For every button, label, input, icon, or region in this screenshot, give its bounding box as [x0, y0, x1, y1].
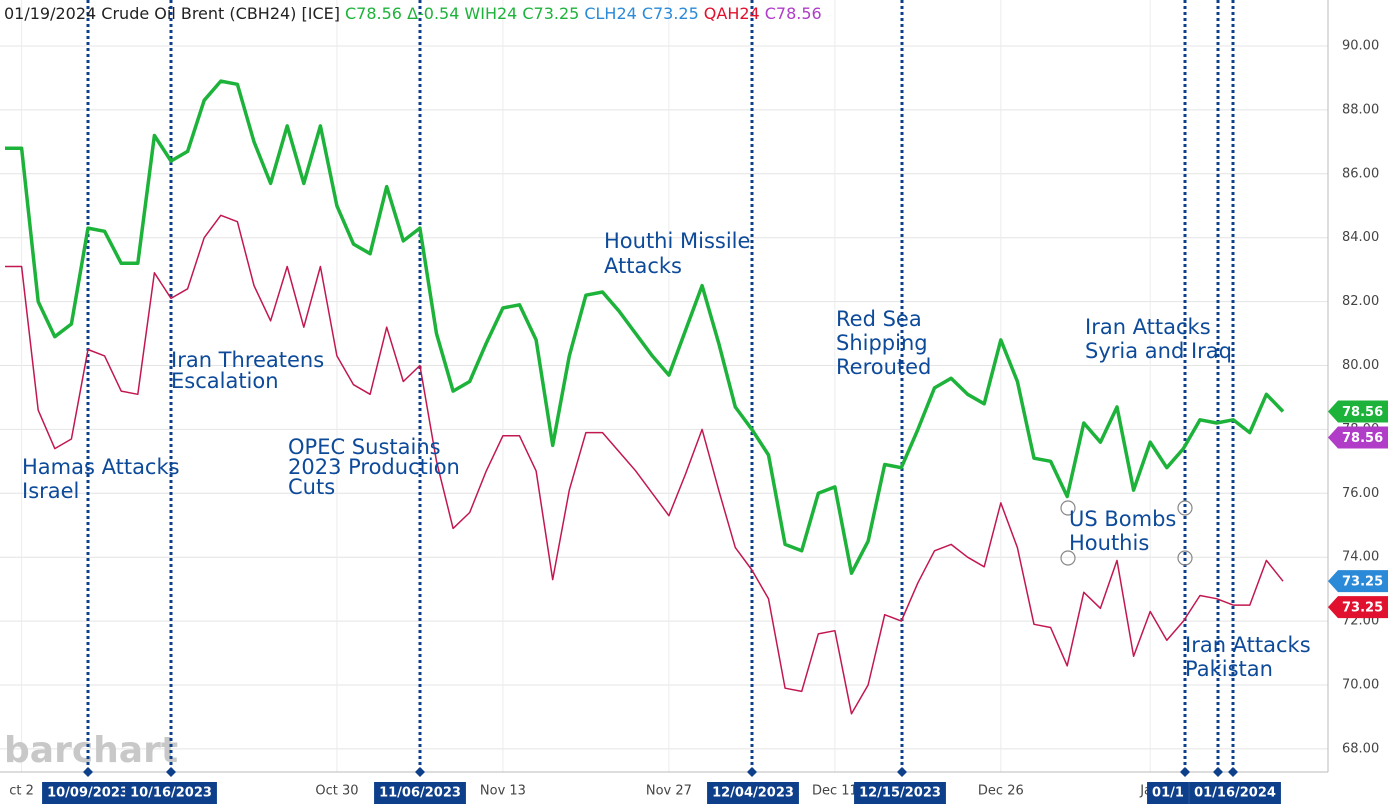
y-tick-label: 90.00 [1342, 39, 1379, 54]
price-tag-label: 78.56 [1342, 431, 1383, 446]
watermark: barchart [4, 730, 178, 771]
annotation: Hamas Attacks [22, 455, 180, 479]
header: 01/19/2024 Crude Oil Brent (CBH24) [ICE]… [4, 4, 822, 23]
y-tick-label: 80.00 [1342, 358, 1379, 373]
event-box [707, 782, 799, 804]
event-tick [747, 767, 757, 777]
event-label: 10/09/2023 [42, 782, 134, 804]
event-date: 12/15/2023 [859, 786, 941, 801]
annotation: 2023 Production [288, 455, 460, 479]
header-part: C78.56 Δ-0.54 [345, 4, 459, 23]
event-box [42, 782, 134, 804]
annotation: Syria and Iraq [1085, 339, 1232, 363]
header-part: QAH24 [704, 4, 760, 23]
header-part: WIH24 [464, 4, 517, 23]
header-part: C73.25 [642, 4, 699, 23]
y-tick-label: 84.00 [1342, 230, 1379, 245]
price-tag [1328, 596, 1388, 619]
annotation: Houthi Missile [604, 229, 750, 253]
event-box [854, 782, 946, 804]
y-tick-label: 70.00 [1342, 678, 1379, 693]
y-tick-label: 86.00 [1342, 166, 1379, 181]
event-label: 10/16/2023 [125, 782, 217, 804]
event-label: 12/04/2023 [707, 782, 799, 804]
header-part: C78.56 [765, 4, 822, 23]
x-tick-label: Oct 30 [315, 784, 358, 799]
event-tick [166, 767, 176, 777]
annotation: Pakistan [1185, 657, 1273, 681]
series-line [5, 79, 1285, 575]
marker-circle [1060, 550, 1076, 566]
event-tick [83, 767, 93, 777]
event-tick [1213, 767, 1223, 777]
annotation: Red Sea [836, 307, 922, 331]
annotation: Rerouted [836, 355, 931, 379]
marker-circle [1177, 500, 1193, 516]
header-part: CLH24 [584, 4, 636, 23]
price-tag-label: 73.25 [1342, 601, 1383, 616]
header-part: C73.25 [522, 4, 579, 23]
annotation: Escalation [171, 369, 279, 393]
annotation: Attacks [604, 254, 682, 278]
y-tick-label: 74.00 [1342, 550, 1379, 565]
y-tick-label: 82.00 [1342, 294, 1379, 309]
x-tick-label: Nov 13 [480, 784, 526, 799]
header-part: 01/19/2024 Crude Oil Brent (CBH24) [ICE] [4, 4, 340, 23]
annotation: Houthis [1069, 531, 1149, 555]
event-date: 12/04/2023 [712, 786, 794, 801]
event-date: 01/1 [1152, 786, 1184, 801]
annotation: OPEC Sustains [288, 435, 441, 459]
x-tick-label: Nov 27 [646, 784, 692, 799]
event-date: 11/06/2023 [379, 786, 461, 801]
annotation: Iran Attacks [1185, 633, 1311, 657]
event-label: 01/16/2024 [1189, 782, 1281, 804]
event-tick [415, 767, 425, 777]
x-tick-label: ct 2 [9, 784, 34, 799]
event-date: 10/16/2023 [130, 786, 212, 801]
x-tick-label: Dec 26 [978, 784, 1024, 799]
event-tick [1228, 767, 1238, 777]
annotation: US Bombs [1069, 507, 1176, 531]
price-tag [1328, 570, 1388, 593]
event-box [374, 782, 466, 804]
event-tick [897, 767, 907, 777]
annotation: Cuts [288, 475, 335, 499]
annotation: Iran Attacks [1085, 315, 1211, 339]
event-label: 11/06/2023 [374, 782, 466, 804]
event-label: 12/15/2023 [854, 782, 946, 804]
annotation: Israel [22, 479, 79, 503]
price-tag-label: 78.56 [1342, 405, 1383, 420]
event-tick [1180, 767, 1190, 777]
marker-circle [1060, 500, 1076, 516]
event-box [1189, 782, 1281, 804]
marker-circle [1177, 550, 1193, 566]
y-tick-label: 76.00 [1342, 486, 1379, 501]
event-box [125, 782, 217, 804]
price-tag [1328, 400, 1388, 423]
price-tag [1328, 426, 1388, 449]
series-line [5, 214, 1284, 715]
event-date: 01/16/2024 [1194, 786, 1276, 801]
event-box [1147, 782, 1189, 804]
y-tick-label: 68.00 [1342, 741, 1379, 756]
price-tag-label: 73.25 [1342, 575, 1383, 590]
y-tick-label: 88.00 [1342, 102, 1379, 117]
event-date: 10/09/2023 [47, 786, 129, 801]
annotation: Shipping [836, 331, 928, 355]
x-tick-label: Dec 11 [812, 784, 858, 799]
annotation: Iran Threatens [171, 348, 324, 372]
event-label: 01/1 [1147, 782, 1189, 804]
